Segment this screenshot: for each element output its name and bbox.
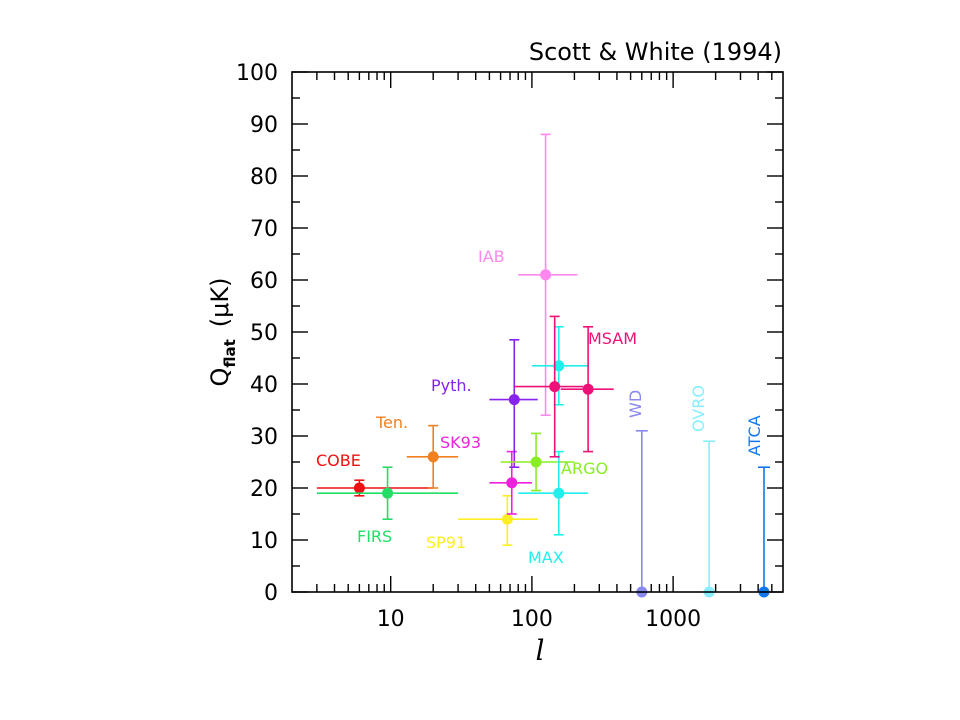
y-tick-label: 20 — [250, 477, 278, 502]
y-tick-label: 70 — [250, 217, 278, 242]
firs-point — [382, 487, 394, 499]
axis-ticks: 0 10 20 30 40 50 60 70 80 90 100 10 100 1000 — [236, 61, 783, 632]
y-axis-label-main: Q — [206, 368, 234, 387]
experiment-labels: COBE FIRS Ten. SP91 SK93 Pyth. ARGO IAB MAX MSAM W… — [316, 247, 764, 567]
max-label: MAX — [528, 548, 564, 567]
cobe-label: COBE — [316, 451, 361, 470]
firs-label: FIRS — [357, 527, 392, 546]
iab-point — [540, 269, 552, 281]
y-tick-label: 10 — [250, 529, 278, 554]
svg-text:Qflat(μK): Qflat (μK) — [206, 277, 239, 386]
x-tick-label: 10 — [377, 607, 405, 632]
x-axis-label: l — [536, 634, 545, 667]
sk93-label: SK93 — [440, 433, 481, 452]
ten-label: Ten. — [375, 413, 408, 432]
max-point — [553, 360, 565, 372]
atca-label: ATCA — [745, 415, 764, 456]
argo-point — [530, 456, 542, 468]
wd-label: WD — [626, 390, 645, 418]
chart-title: Scott & White (1994) — [529, 38, 782, 66]
y-axis-label: Qflat (μK) — [206, 277, 239, 386]
ten-point — [427, 451, 439, 463]
sk93-point — [506, 477, 518, 489]
msam-point — [582, 383, 594, 395]
ovro-label: OVRO — [689, 385, 708, 432]
x-tick-label: 1000 — [645, 607, 701, 632]
x-tick-label: 100 — [511, 607, 553, 632]
plot-frame — [291, 71, 784, 593]
iab-label: IAB — [478, 247, 505, 266]
max-point — [553, 487, 565, 499]
y-tick-label: 60 — [250, 269, 278, 294]
msam-label: MSAM — [588, 329, 637, 348]
y-tick-label: 30 — [250, 425, 278, 450]
y-tick-label: 40 — [250, 373, 278, 398]
y-tick-label: 100 — [236, 61, 278, 86]
sp91-label: SP91 — [426, 533, 466, 552]
data-marks — [316, 133, 770, 598]
sp91-point — [501, 513, 513, 525]
y-tick-label: 90 — [250, 113, 278, 138]
y-axis-label-subscript: flat — [221, 339, 239, 367]
y-tick-label: 0 — [264, 581, 278, 606]
argo-label: ARGO — [561, 459, 608, 478]
pyth-point — [508, 394, 520, 406]
cobe-point — [353, 482, 365, 494]
msam-point — [549, 381, 561, 393]
pyth-label: Pyth. — [431, 376, 472, 395]
y-tick-label: 50 — [250, 321, 278, 346]
y-axis-label-unit: (μK) — [206, 277, 234, 327]
y-tick-label: 80 — [250, 165, 278, 190]
